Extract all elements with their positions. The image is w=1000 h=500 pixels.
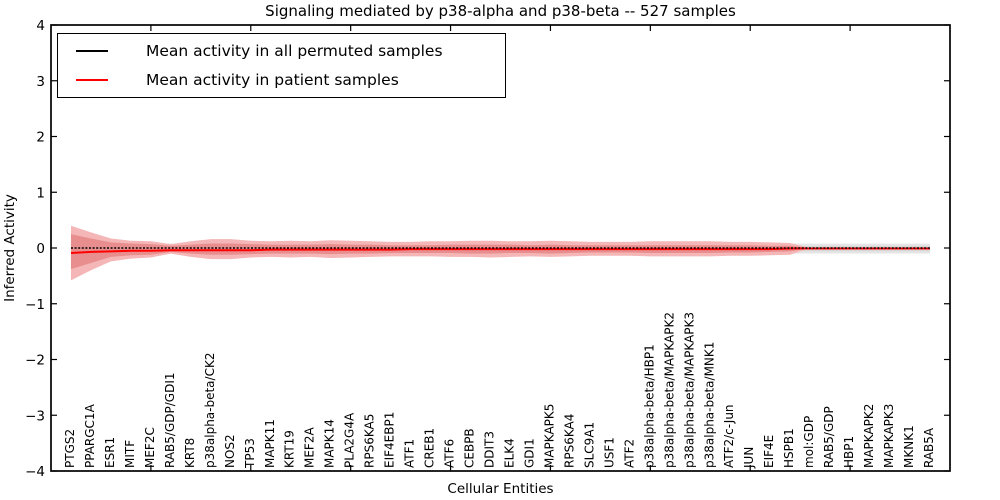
- entity-tick-label: MEF2C: [143, 427, 157, 468]
- entity-tick-label: GDI1: [522, 438, 536, 468]
- entity-tick-label: KRT8: [183, 438, 197, 468]
- entity-tick-label: p38alpha-beta/HBP1: [642, 344, 656, 468]
- entity-tick-label: ATF1: [403, 439, 417, 468]
- entity-tick-label: RAB5A: [922, 427, 936, 468]
- entity-tick-label: MAPKAPK2: [862, 404, 876, 468]
- entity-tick-label: KRT19: [283, 430, 297, 468]
- entity-tick-label: MAPK11: [263, 419, 277, 468]
- entity-tick-label: MAPKAPK5: [542, 404, 556, 468]
- entity-tick-label: p38alpha-beta/MAPKAPK3: [682, 312, 696, 468]
- entity-tick-label: PLA2G4A: [343, 412, 357, 468]
- entity-tick-label: PPARGC1A: [83, 403, 97, 468]
- entity-tick-label: TP53: [243, 438, 257, 469]
- entity-tick-label: ESR1: [103, 437, 117, 468]
- y-tick-label: 3: [36, 74, 45, 90]
- permuted-line-sample: [76, 50, 108, 52]
- entity-tick-label: EIF4EBP1: [383, 412, 397, 468]
- y-tick-label: −3: [25, 408, 45, 424]
- entity-tick-label: HBP1: [842, 436, 856, 468]
- y-tick-label: −4: [25, 464, 45, 480]
- entity-tick-label: p38alpha-beta/MNK1: [702, 342, 716, 468]
- entity-tick-label: PTGS2: [63, 429, 77, 468]
- legend-entry-permuted: Mean activity in all permuted samples: [58, 40, 505, 62]
- entity-tick-label: NOS2: [223, 434, 237, 468]
- entity-tick-label: p38alpha-beta/CK2: [203, 353, 217, 468]
- patient-std-band-inner: [70, 234, 931, 270]
- entity-tick-label: ATF6: [443, 439, 457, 468]
- entity-tick-label: JUN: [742, 447, 756, 469]
- legend-label-patient: Mean activity in patient samples: [146, 71, 399, 89]
- entity-tick-label: MEF2A: [303, 427, 317, 468]
- y-tick-label: 2: [36, 130, 45, 146]
- entity-tick-label: SLC9A1: [582, 422, 596, 468]
- y-tick-label: −1: [25, 297, 45, 313]
- entity-tick-label: MKNK1: [902, 425, 916, 468]
- entity-tick-label: MITF: [123, 440, 137, 468]
- y-tick-label: 0: [36, 241, 45, 257]
- y-tick-label: 1: [36, 185, 45, 201]
- entity-tick-label: mol:GDP: [802, 416, 816, 468]
- entity-tick-label: CREB1: [423, 428, 437, 468]
- entity-tick-label: ELK4: [502, 438, 516, 468]
- entity-tick-label: RAB5/GDP/GDI1: [163, 372, 177, 468]
- legend: Mean activity in all permuted samples Me…: [57, 33, 506, 98]
- legend-entry-patient: Mean activity in patient samples: [58, 69, 505, 91]
- entity-tick-label: HSPB1: [782, 428, 796, 468]
- legend-label-permuted: Mean activity in all permuted samples: [146, 42, 443, 60]
- entity-tick-label: RAB5/GDP: [822, 406, 836, 468]
- y-tick-label: −2: [25, 353, 45, 369]
- chart-title: Signaling mediated by p38-alpha and p38-…: [265, 2, 736, 20]
- entity-tick-label: MAPKAPK3: [882, 404, 896, 468]
- entity-tick-label: USF1: [602, 437, 616, 468]
- entity-tick-label: MAPK14: [323, 419, 337, 468]
- entity-tick-label: EIF4E: [762, 435, 776, 468]
- patient-line-sample: [76, 79, 108, 81]
- entity-tick-label: DDIT3: [483, 431, 497, 468]
- y-tick-label: 4: [36, 18, 45, 34]
- entity-tick-label: RPS6KA5: [363, 414, 377, 468]
- x-axis-label: Cellular Entities: [447, 481, 554, 497]
- entity-tick-label: ATF2: [622, 439, 636, 468]
- mean-patient-line: [70, 247, 931, 255]
- entity-tick-label: ATF2/c-Jun: [722, 404, 736, 468]
- entity-tick-label: CEBPB: [463, 428, 477, 468]
- entity-tick-label: p38alpha-beta/MAPKAPK2: [662, 312, 676, 468]
- entity-tick-label: RPS6KA4: [562, 414, 576, 468]
